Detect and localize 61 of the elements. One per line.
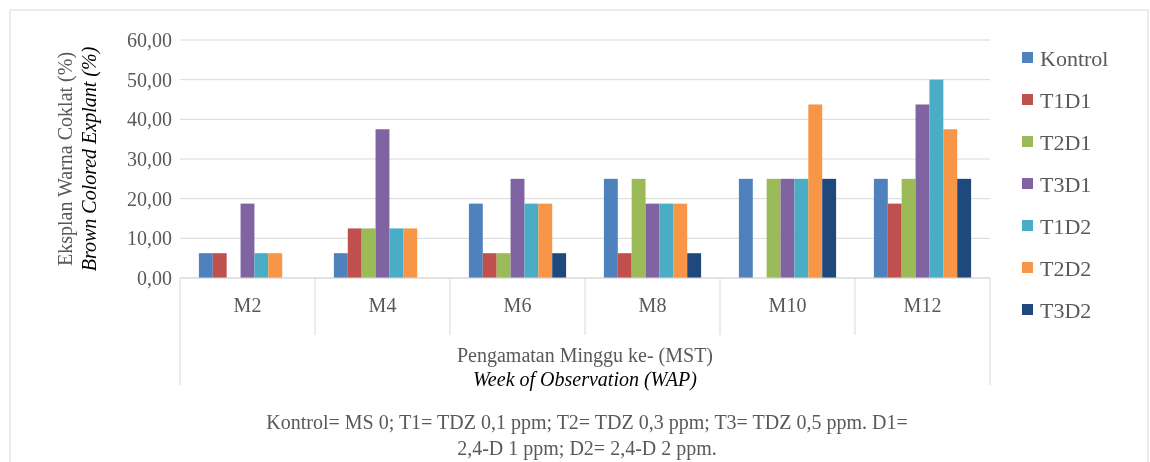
bar [510,178,525,278]
bar [268,253,283,278]
bar [808,104,823,278]
bar [659,203,674,278]
bar [631,178,646,278]
bar [347,228,362,278]
legend-label: T3D2 [1040,297,1092,323]
bar [198,253,213,278]
bar [240,203,255,278]
bar [603,178,618,278]
bar [524,203,539,278]
x-tick-label: M8 [638,294,667,316]
bar [957,178,972,278]
x-tick-label: M2 [233,294,262,316]
bar [254,253,269,278]
bar [389,228,404,278]
y-tick-label: 40,00 [127,108,172,131]
bar [780,178,795,278]
bar [887,203,902,278]
legend-label: T1D2 [1040,213,1092,239]
bar [687,253,702,278]
bar [915,104,930,278]
bar [403,228,418,278]
legend-label: T2D1 [1040,129,1092,155]
bar [468,203,483,278]
bar [617,253,632,278]
bar [766,178,781,278]
bar [645,203,660,278]
x-tick-label: M6 [503,294,532,316]
x-tick-label: M10 [768,294,807,316]
bar [929,79,944,278]
bar [361,228,376,278]
bar [212,253,227,278]
y-tick-label: 50,00 [127,68,172,91]
legend-label: T2D2 [1040,255,1092,281]
bar [552,253,567,278]
bar [738,178,753,278]
x-axis-title: Pengamatan Minggu ke- (MST) Week of Observation (WAP) [456,344,714,391]
bar [901,178,916,278]
y-tick-label: 10,00 [127,227,172,250]
y-tick-label: 20,00 [127,187,172,210]
bar [538,203,553,278]
x-tick-label: M4 [368,294,397,316]
bar [673,203,688,278]
y-tick-label: 0,00 [137,267,172,289]
bar [375,129,390,278]
legend-label: T3D1 [1040,171,1092,197]
bar [822,178,837,278]
legend-label: T1D1 [1040,87,1092,113]
x-tick-label: M12 [903,294,942,316]
y-tick-label: 60,00 [127,29,172,51]
bar [496,253,511,278]
bar [794,178,809,278]
y-axis-title: Eksplan Warna Coklat (%) Brown Colored Explant (%) [54,46,101,272]
bar [943,129,958,278]
bar [333,253,348,278]
bar [482,253,497,278]
text: Kontrol= MS 0; T1= TDZ 0,1 ppm; T2= TDZ 0,3 ppm; T3= TDZ 0,5 ppm. D1= 2,4-D 1 ppm; D2= 2,4-D 2 ppm. [266,411,908,460]
y-tick-label: 30,00 [127,148,172,170]
legend-label: Kontrol [1040,45,1109,71]
bar [873,178,888,278]
